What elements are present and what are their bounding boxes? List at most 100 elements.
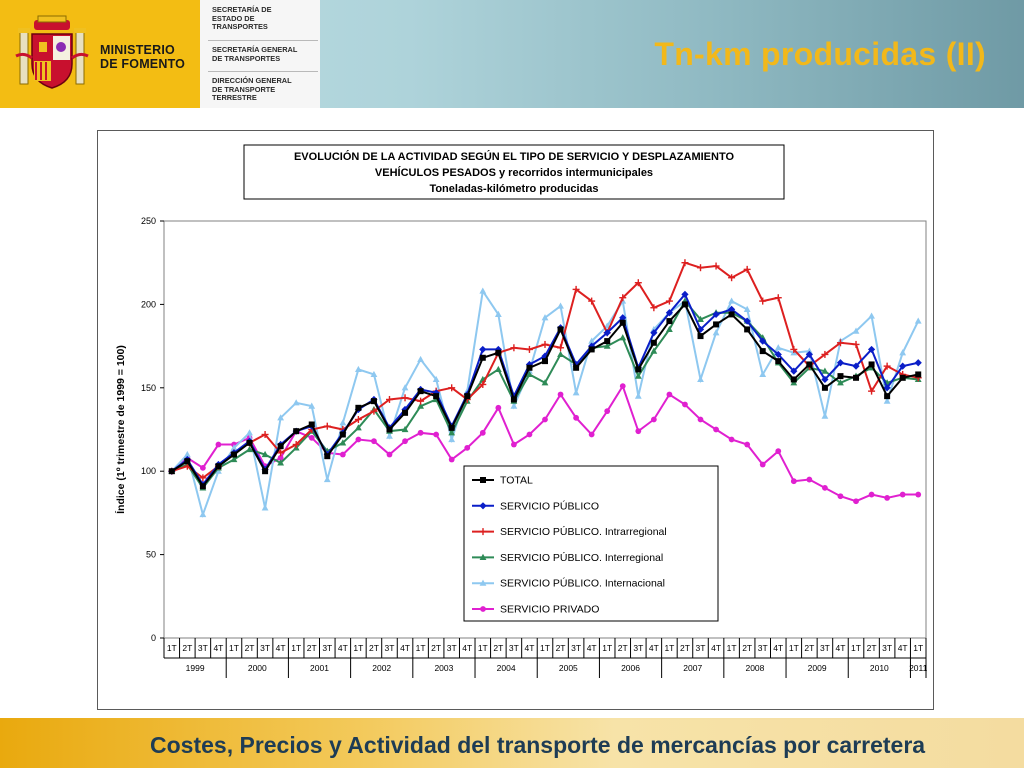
series-4-point bbox=[805, 347, 813, 354]
x-tick-label-quarter: 3T bbox=[571, 643, 581, 653]
series-3-point bbox=[417, 402, 424, 409]
series-4-point bbox=[292, 399, 300, 406]
series-5-point bbox=[526, 431, 533, 438]
y-axis-label: Índice (1º trimestre de 1999 = 100) bbox=[114, 345, 127, 514]
series-2-point bbox=[261, 431, 269, 439]
series-1-point bbox=[432, 389, 440, 397]
x-tick-label-year: 2007 bbox=[683, 663, 702, 673]
series-4-point bbox=[588, 337, 596, 344]
department-2-line-2: DE TRANSPORTES bbox=[212, 53, 281, 63]
series-2-point bbox=[634, 279, 642, 287]
series-0-point bbox=[853, 374, 860, 381]
series-4-point bbox=[401, 384, 409, 391]
series-5-point bbox=[822, 484, 828, 491]
series-4-point bbox=[432, 375, 440, 383]
series-1-point bbox=[603, 329, 611, 337]
series-3-point bbox=[230, 455, 238, 463]
series-0-point bbox=[775, 358, 782, 365]
x-tick-label-quarter: 2T bbox=[369, 643, 379, 653]
series-0-point bbox=[759, 348, 766, 355]
department-1-line-1: SECRETARÍA DE bbox=[212, 5, 272, 14]
x-tick-label-year: 2000 bbox=[248, 663, 267, 673]
series-0-point bbox=[464, 393, 471, 400]
legend-swatch-marker bbox=[480, 606, 486, 612]
series-5-point bbox=[371, 438, 377, 445]
x-tick-label-quarter: 1T bbox=[416, 643, 426, 653]
series-0-point bbox=[635, 366, 642, 373]
x-tick-label-quarter: 3T bbox=[758, 643, 768, 653]
x-tick-label-year: 2004 bbox=[497, 663, 516, 673]
series-0-point bbox=[324, 453, 331, 460]
x-tick-label-quarter: 4T bbox=[400, 643, 410, 653]
series-2-point bbox=[868, 387, 876, 395]
series-2-point bbox=[572, 285, 580, 293]
x-tick-label-quarter: 2T bbox=[245, 643, 255, 653]
series-2-point bbox=[417, 397, 425, 405]
series-0-point bbox=[837, 373, 844, 380]
series-0-point bbox=[666, 318, 673, 325]
x-tick-label-quarter: 4T bbox=[836, 643, 846, 653]
x-tick-label-quarter: 2T bbox=[680, 643, 690, 653]
x-tick-label-year: 2005 bbox=[559, 663, 578, 673]
series-3-point bbox=[354, 424, 362, 431]
department-3-line-1: DIRECCIÓN GENERAL bbox=[212, 76, 292, 85]
series-3-point bbox=[697, 315, 704, 323]
series-2-point bbox=[650, 304, 658, 312]
x-tick-label-year: 2001 bbox=[310, 663, 329, 673]
plot-area bbox=[163, 220, 927, 639]
x-tick-label-quarter: 3T bbox=[509, 643, 519, 653]
series-0-point bbox=[899, 374, 906, 381]
footer-band: Costes, Precios y Actividad del transpor… bbox=[0, 718, 1024, 768]
series-2-point bbox=[665, 297, 673, 305]
series-2-point bbox=[790, 345, 798, 353]
legend-entry-label: SERVICIO PÚBLICO bbox=[500, 499, 599, 512]
series-0-point bbox=[199, 483, 206, 490]
series-5-point bbox=[464, 444, 471, 451]
department-list: SECRETARÍA DE ESTADO DE TRANSPORTES SECR… bbox=[200, 0, 320, 108]
x-tick-label-quarter: 1T bbox=[913, 643, 923, 653]
ministry-name: MINISTERIO DE FOMENTO bbox=[100, 43, 185, 71]
series-0-point bbox=[230, 451, 237, 458]
series-0-point bbox=[744, 326, 751, 333]
series-0-point bbox=[557, 326, 564, 333]
chart-frame: EVOLUCIÓN DE LA ACTIVIDAD SEGÚN EL TIPO … bbox=[97, 130, 934, 710]
series-2-point bbox=[557, 344, 565, 352]
department-2-line-1: SECRETARÍA GENERAL bbox=[212, 45, 298, 54]
department-1: SECRETARÍA DE ESTADO DE TRANSPORTES bbox=[200, 3, 320, 32]
series-3-point bbox=[448, 429, 456, 436]
coat-of-arms-icon bbox=[15, 15, 89, 89]
x-tick-label-quarter: 3T bbox=[322, 643, 332, 653]
series-5-point bbox=[479, 429, 486, 436]
series-0-point bbox=[510, 396, 517, 403]
series-0-point bbox=[355, 404, 362, 411]
header-band: MINISTERIO DE FOMENTO SECRETARÍA DE ESTA… bbox=[0, 0, 1024, 108]
series-5-point bbox=[588, 431, 595, 438]
series-4-point bbox=[494, 310, 502, 318]
series-3-point bbox=[666, 325, 673, 333]
chart-title-box bbox=[243, 144, 785, 200]
x-tick-label-quarter: 2T bbox=[431, 643, 441, 653]
footer-text: Costes, Precios y Actividad del transpor… bbox=[150, 732, 926, 758]
series-4-point bbox=[199, 510, 207, 518]
series-0-point bbox=[386, 426, 393, 433]
series-2-point bbox=[354, 415, 362, 423]
series-5-point bbox=[744, 441, 751, 448]
series-0-point bbox=[588, 346, 595, 353]
x-tick-label-quarter: 4T bbox=[524, 643, 534, 653]
series-3-point bbox=[650, 347, 658, 354]
series-5-point bbox=[915, 491, 922, 498]
department-divider bbox=[208, 71, 318, 72]
series-2-point bbox=[525, 345, 533, 353]
series-0-point bbox=[370, 398, 377, 405]
legend-entry-label: SERVICIO PÚBLICO. Internacional bbox=[500, 577, 665, 590]
series-4-point bbox=[821, 412, 829, 419]
series-5-point bbox=[339, 451, 346, 458]
x-tick-label-year: 2006 bbox=[621, 663, 640, 673]
x-tick-label-quarter: 4T bbox=[213, 643, 223, 653]
series-0-point bbox=[168, 468, 175, 475]
series-4-point bbox=[230, 444, 238, 451]
y-tick-label: 50 bbox=[146, 550, 156, 560]
x-tick-label-quarter: 1T bbox=[167, 643, 177, 653]
series-5-point bbox=[542, 416, 548, 423]
x-tick-label-quarter: 3T bbox=[633, 643, 643, 653]
